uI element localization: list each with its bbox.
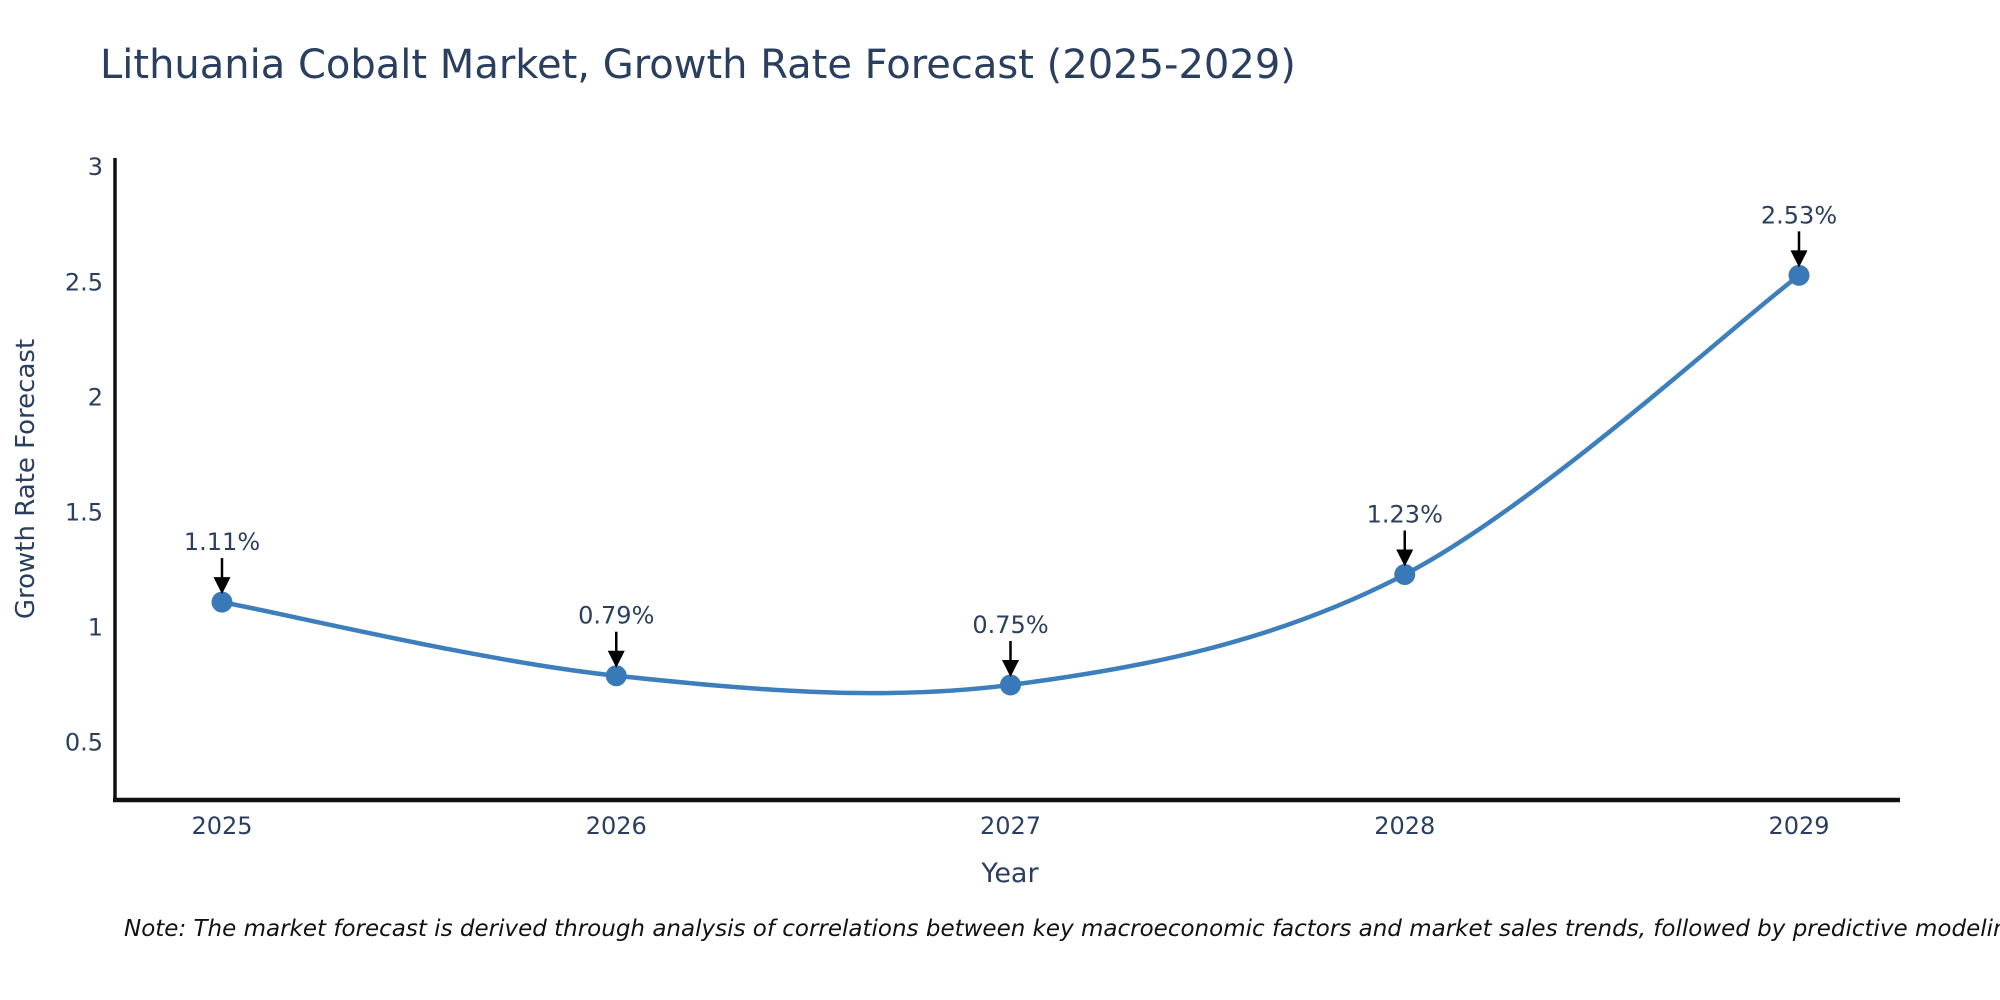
point-value-label: 2.53% [1761,201,1837,229]
annotation-arrowhead-icon [213,577,231,595]
annotation-arrowhead-icon [1002,659,1019,677]
data-point-marker[interactable] [211,591,233,613]
chart-footnote: Note: The market forecast is derived thr… [124,916,2000,942]
annotation-arrowhead-icon [1396,549,1414,567]
point-annotation: 2.53% [1761,201,1837,268]
annotation-arrowhead-icon [1790,250,1808,268]
data-point-marker[interactable] [1788,264,1810,286]
data-point-marker[interactable] [1000,674,1021,696]
y-tick-label: 2.5 [65,268,103,296]
x-tick-label: 2026 [586,812,647,840]
y-tick-label: 2 [88,383,103,411]
data-point-marker[interactable] [605,665,627,687]
data-point-marker[interactable] [1394,563,1416,585]
x-tick-label: 2028 [1374,812,1435,840]
x-tick-label: 2029 [1768,812,1829,840]
x-axis-title: Year [981,858,1039,889]
x-tick-label: 2027 [980,812,1041,840]
tick-layer: 0.5 1 1.5 2 2.5 3 2025 2026 2027 2028 2029 [65,153,1830,840]
y-tick-label: 0.5 [65,728,103,756]
y-tick-label: 1 [88,613,103,641]
point-value-label: 0.79% [578,602,654,630]
series-layer [211,264,1810,696]
chart-title: Lithuania Cobalt Market, Growth Rate For… [100,42,1296,88]
point-annotation: 0.75% [972,611,1049,677]
point-value-label: 0.75% [972,611,1048,639]
y-tick-label: 3 [88,153,103,181]
y-tick-label: 1.5 [65,498,103,526]
axes-layer [113,158,1900,803]
point-annotation: 1.11% [184,528,260,595]
point-annotation: 1.23% [1367,500,1443,567]
annotation-layer: 1.11% 0.79% 0.75% 1.23% 2.53% [184,201,1837,677]
point-value-label: 1.11% [184,528,260,556]
point-value-label: 1.23% [1367,500,1443,528]
x-tick-label: 2025 [191,812,252,840]
point-annotation: 0.79% [578,602,654,668]
annotation-arrowhead-icon [607,650,625,668]
